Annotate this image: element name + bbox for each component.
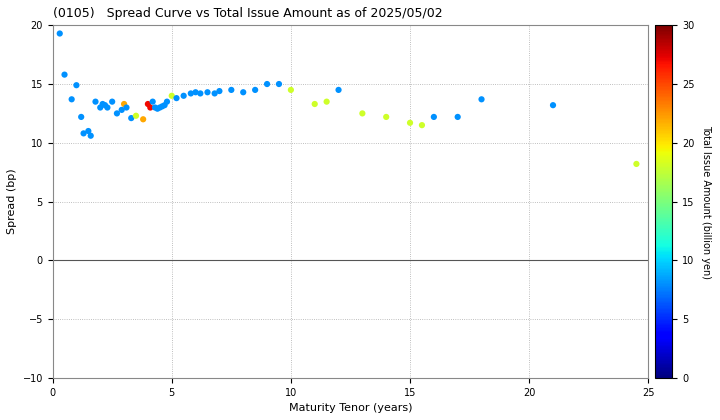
Point — [78, 130, 89, 137]
Point — [380, 113, 392, 120]
X-axis label: Maturity Tenor (years): Maturity Tenor (years) — [289, 403, 413, 413]
Point — [121, 104, 132, 111]
Point — [166, 92, 178, 99]
Point — [116, 107, 127, 113]
Point — [404, 119, 415, 126]
Point — [185, 90, 197, 97]
Point — [356, 110, 368, 117]
Point — [66, 96, 78, 102]
Point — [261, 81, 273, 87]
Point — [249, 87, 261, 93]
Point — [145, 104, 156, 111]
Point — [452, 113, 464, 120]
Point — [428, 113, 440, 120]
Point — [159, 102, 171, 108]
Point — [416, 122, 428, 129]
Point — [118, 101, 130, 108]
Point — [85, 132, 96, 139]
Point — [76, 113, 87, 120]
Point — [309, 101, 320, 108]
Point — [94, 104, 106, 111]
Point — [138, 116, 149, 123]
Point — [273, 81, 284, 87]
Point — [225, 87, 237, 93]
Point — [333, 87, 344, 93]
Point — [178, 92, 189, 99]
Point — [97, 101, 109, 108]
Point — [83, 128, 94, 134]
Point — [149, 104, 161, 111]
Point — [107, 98, 118, 105]
Point — [476, 96, 487, 102]
Point — [171, 95, 182, 102]
Point — [547, 102, 559, 108]
Point — [130, 113, 142, 119]
Point — [59, 71, 71, 78]
Point — [156, 103, 168, 110]
Point — [209, 90, 220, 97]
Point — [154, 104, 166, 111]
Y-axis label: Total Issue Amount (billion yen): Total Issue Amount (billion yen) — [701, 124, 711, 278]
Point — [99, 102, 111, 108]
Point — [631, 160, 642, 167]
Point — [90, 98, 102, 105]
Point — [142, 101, 153, 108]
Point — [190, 89, 202, 96]
Point — [111, 110, 122, 117]
Point — [71, 82, 82, 89]
Point — [285, 87, 297, 93]
Point — [152, 105, 163, 112]
Point — [214, 88, 225, 94]
Point — [147, 98, 158, 105]
Point — [202, 89, 213, 96]
Point — [238, 89, 249, 96]
Point — [194, 90, 206, 97]
Point — [125, 115, 137, 121]
Y-axis label: Spread (bp): Spread (bp) — [7, 169, 17, 234]
Point — [161, 98, 173, 105]
Text: (0105)   Spread Curve vs Total Issue Amount as of 2025/05/02: (0105) Spread Curve vs Total Issue Amoun… — [53, 7, 442, 20]
Point — [54, 30, 66, 37]
Point — [321, 98, 333, 105]
Point — [102, 104, 113, 111]
